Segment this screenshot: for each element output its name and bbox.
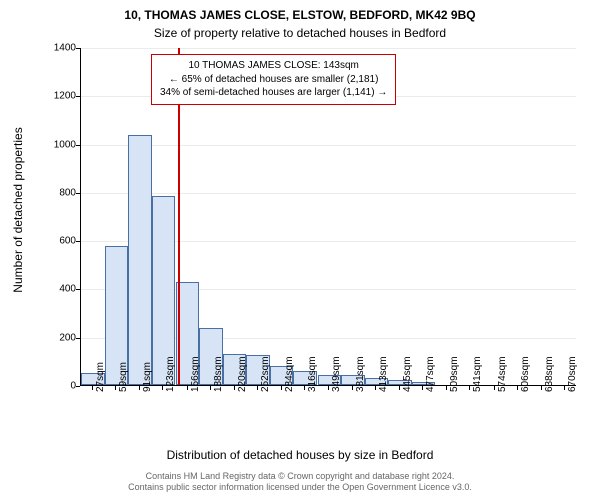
x-tick-label: 445sqm	[402, 356, 413, 392]
y-tick-label: 200	[46, 332, 76, 343]
x-tick-label: 123sqm	[165, 356, 176, 392]
y-tick-label: 1200	[46, 91, 76, 102]
x-tick-label: 381sqm	[355, 356, 366, 392]
x-tick-label: 252sqm	[260, 356, 271, 392]
y-tick-label: 600	[46, 236, 76, 247]
x-tick-label: 156sqm	[190, 356, 201, 392]
x-tick-label: 349sqm	[331, 356, 342, 392]
x-axis-label: Distribution of detached houses by size …	[0, 448, 600, 462]
y-tick-label: 0	[46, 381, 76, 392]
annotation-box: 10 THOMAS JAMES CLOSE: 143sqm ← 65% of d…	[151, 54, 396, 105]
y-tick-label: 1000	[46, 139, 76, 150]
histogram-bar	[128, 135, 152, 385]
x-tick-label: 188sqm	[213, 356, 224, 392]
x-tick-label: 413sqm	[378, 356, 389, 392]
x-tick-label: 27sqm	[95, 362, 106, 392]
x-tick-label: 59sqm	[118, 362, 129, 392]
x-tick-label: 606sqm	[520, 356, 531, 392]
x-tick-label: 477sqm	[425, 356, 436, 392]
x-tick-label: 284sqm	[284, 356, 295, 392]
y-tick-label: 800	[46, 187, 76, 198]
footer-line2: Contains public sector information licen…	[0, 482, 600, 494]
y-tick-label: 1400	[46, 43, 76, 54]
page-title: 10, THOMAS JAMES CLOSE, ELSTOW, BEDFORD,…	[0, 0, 600, 22]
x-tick-label: 574sqm	[497, 356, 508, 392]
footer-line1: Contains HM Land Registry data © Crown c…	[0, 471, 600, 483]
footer: Contains HM Land Registry data © Crown c…	[0, 471, 600, 494]
x-tick-label: 670sqm	[567, 356, 578, 392]
x-tick-label: 91sqm	[142, 362, 153, 392]
histogram-chart: 020040060080010001200140027sqm59sqm91sqm…	[56, 48, 576, 418]
x-tick-label: 220sqm	[237, 356, 248, 392]
x-tick-label: 541sqm	[472, 356, 483, 392]
y-tick-label: 400	[46, 284, 76, 295]
x-tick-label: 509sqm	[449, 356, 460, 392]
annotation-line3: 34% of semi-detached houses are larger (…	[160, 86, 387, 100]
annotation-line2: ← 65% of detached houses are smaller (2,…	[160, 73, 387, 87]
annotation-line1: 10 THOMAS JAMES CLOSE: 143sqm	[160, 59, 387, 73]
x-tick-label: 316sqm	[307, 356, 318, 392]
page-subtitle: Size of property relative to detached ho…	[0, 22, 600, 40]
y-axis-label: Number of detached properties	[11, 127, 25, 292]
x-tick-label: 638sqm	[544, 356, 555, 392]
